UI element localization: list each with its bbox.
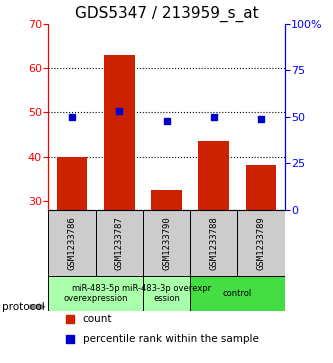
Bar: [237, 210, 285, 276]
Point: [117, 108, 122, 114]
Point: [69, 114, 75, 120]
Text: GSM1233787: GSM1233787: [115, 216, 124, 270]
Bar: [48, 276, 143, 311]
Bar: [96, 210, 143, 276]
Bar: [190, 276, 285, 311]
Text: GSM1233790: GSM1233790: [162, 216, 171, 270]
Text: protocol: protocol: [2, 302, 44, 312]
Text: GSM1233788: GSM1233788: [209, 216, 218, 270]
Text: GSM1233789: GSM1233789: [256, 216, 266, 270]
Text: GSM1233786: GSM1233786: [67, 216, 77, 270]
Text: miR-483-5p
overexpression: miR-483-5p overexpression: [63, 284, 128, 303]
Point: [67, 317, 72, 322]
Text: control: control: [223, 289, 252, 298]
Bar: [143, 276, 190, 311]
Text: percentile rank within the sample: percentile rank within the sample: [83, 334, 258, 344]
Point: [67, 336, 72, 342]
Bar: [104, 55, 135, 334]
Point: [164, 118, 169, 124]
Bar: [190, 210, 237, 276]
Text: miR-483-3p overexpr
ession: miR-483-3p overexpr ession: [122, 284, 211, 303]
Point: [211, 114, 216, 120]
Bar: [151, 190, 182, 334]
Title: GDS5347 / 213959_s_at: GDS5347 / 213959_s_at: [75, 6, 258, 22]
Bar: [246, 166, 276, 334]
Bar: [57, 156, 87, 334]
Text: count: count: [83, 314, 112, 325]
Bar: [48, 210, 96, 276]
Bar: [143, 210, 190, 276]
Point: [258, 116, 264, 122]
Bar: [198, 141, 229, 334]
